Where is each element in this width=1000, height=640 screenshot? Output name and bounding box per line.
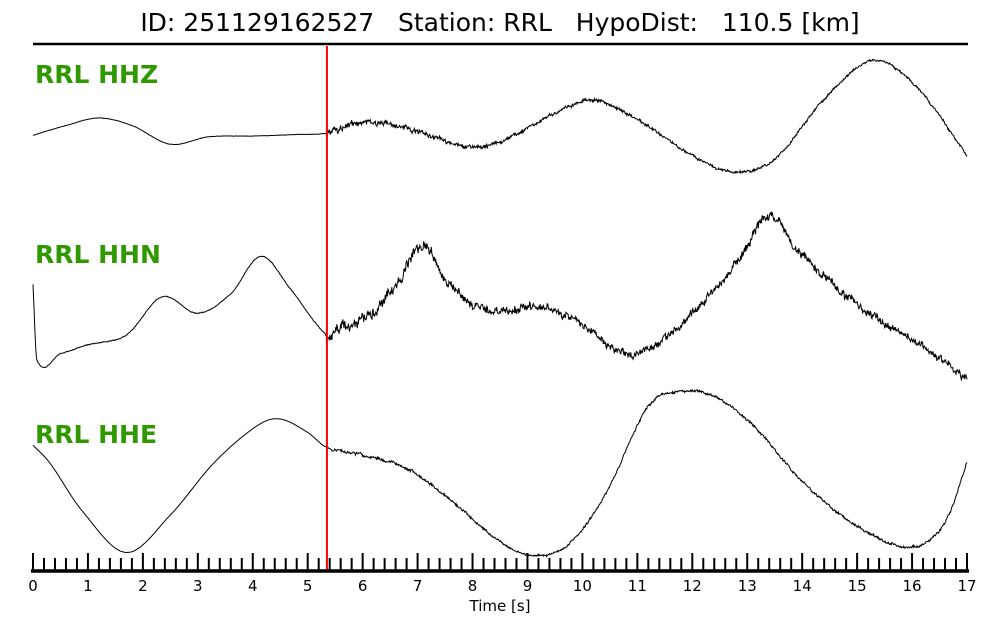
x-tick-label: 5 [303,577,313,595]
x-tick-label: 9 [523,577,533,595]
x-tick-label: 13 [738,577,757,595]
x-tick-label: 6 [358,577,368,595]
x-tick-label: 14 [793,577,812,595]
x-tick-label: 4 [248,577,258,595]
x-tick-label: 11 [628,577,647,595]
x-tick-label: 1 [83,577,93,595]
trace-rrl-hhz [33,58,968,175]
x-tick-label: 10 [573,577,592,595]
channel-label-hhz: RRL HHZ [35,60,159,89]
x-tick-label: 7 [413,577,423,595]
x-tick-label: 12 [683,577,702,595]
x-axis-title: Time [s] [469,597,531,615]
x-tick-label: 0 [28,577,38,595]
x-tick-label: 15 [848,577,867,595]
channel-label-hhn: RRL HHN [35,240,161,269]
x-tick-label: 16 [903,577,922,595]
channel-label-hhe: RRL HHE [35,420,158,449]
x-tick-label: 2 [138,577,148,595]
trace-rrl-hhe [32,388,968,558]
x-tick-label: 3 [193,577,203,595]
x-axis-group: 0 1 2 3 4 5 6 7 8 9 10 11 12 13 14 15 16 17 [28,553,977,595]
x-tick-label: 8 [468,577,478,595]
x-tick-label: 17 [957,577,976,595]
trace-group [32,58,968,558]
plot-title: ID: 251129162527 Station: RRL HypoDist: … [140,8,860,37]
trace-rrl-hhn [32,211,968,382]
